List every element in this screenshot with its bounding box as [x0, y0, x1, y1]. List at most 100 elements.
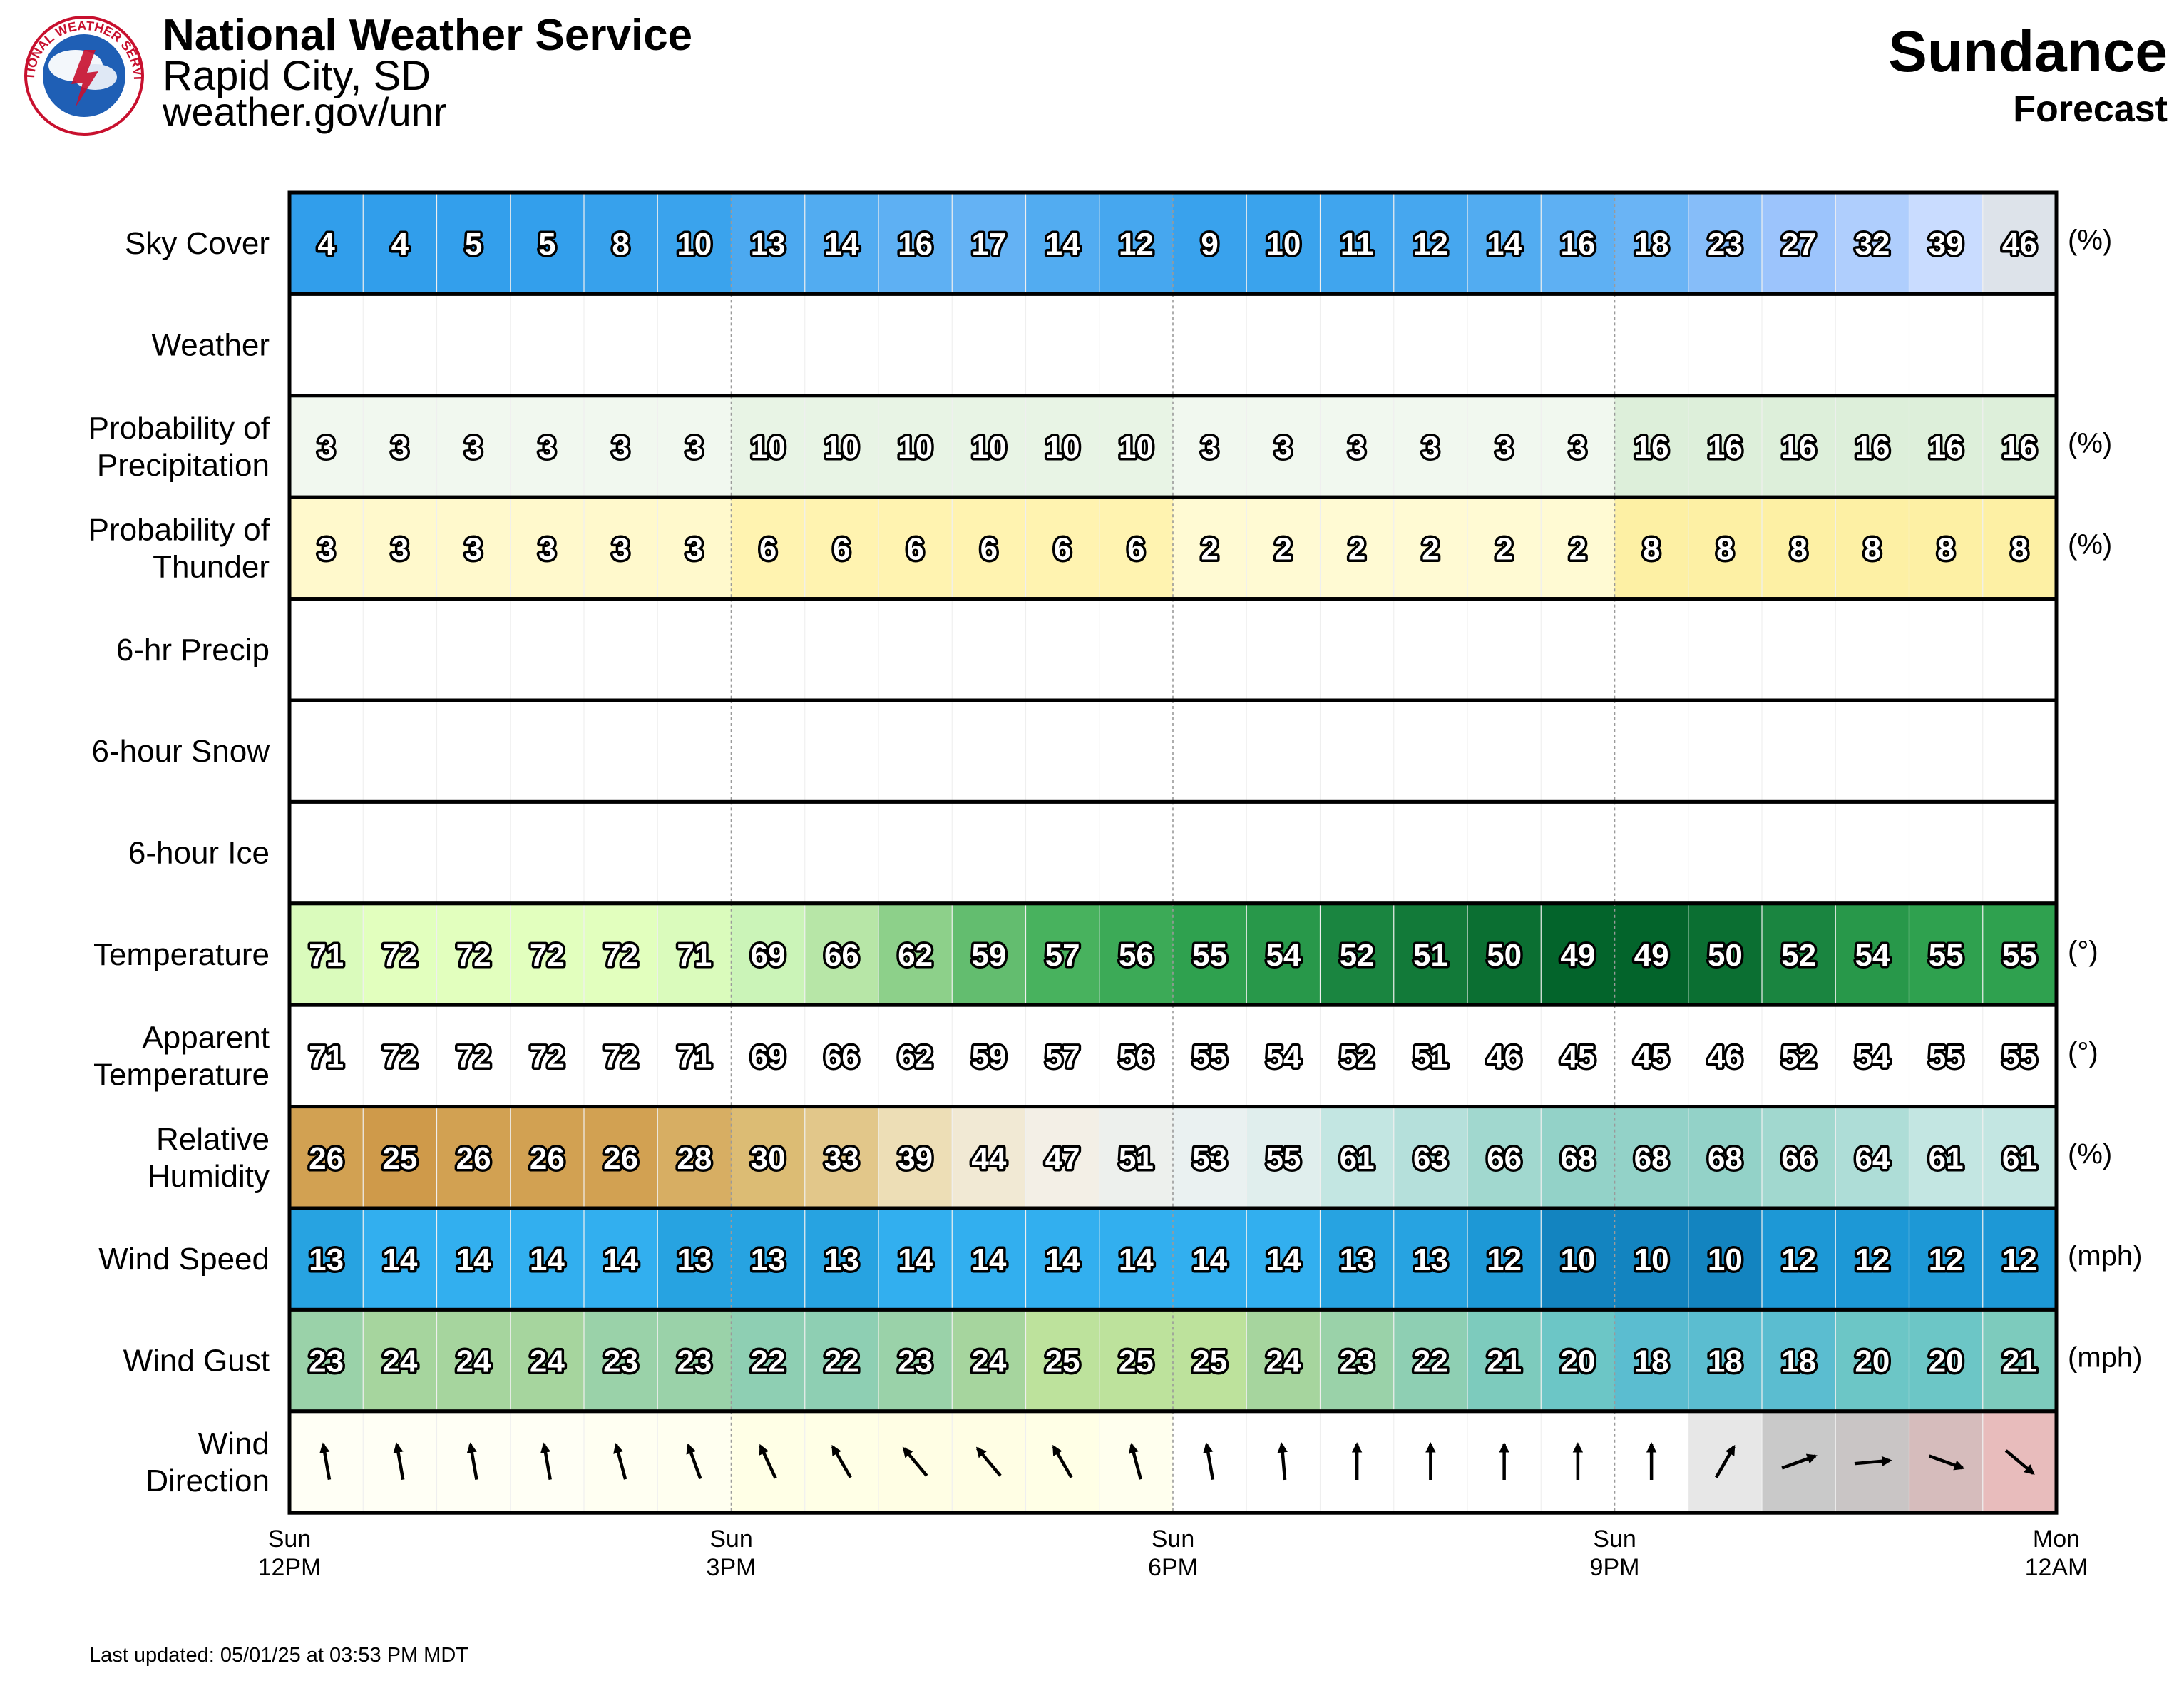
- cell-bg: [363, 395, 438, 498]
- rh-value: 26: [309, 1141, 344, 1176]
- cell-bg: [1688, 700, 1763, 802]
- apparent-value: 71: [309, 1039, 344, 1074]
- apparent-value: 69: [751, 1039, 786, 1074]
- sky-value: 4: [317, 227, 335, 262]
- cell-bg: [952, 193, 1027, 295]
- cell-bg: [1909, 1309, 1984, 1411]
- temp-value: 59: [971, 938, 1006, 973]
- cell-bg: [363, 1208, 438, 1310]
- temp-value: 66: [824, 938, 859, 973]
- wind-arrow: [902, 1446, 928, 1477]
- cell-bg: [1246, 598, 1321, 700]
- cell-bg: [584, 802, 658, 904]
- row-label: Probability of: [88, 411, 270, 446]
- cell-bg: [289, 903, 364, 1006]
- cell-bg: [878, 1005, 953, 1107]
- cell-bg: [289, 193, 364, 295]
- cell-bg: [1320, 193, 1395, 295]
- sky-value: 32: [1855, 227, 1890, 262]
- cell-bg: [878, 395, 953, 498]
- apparent-value: 51: [1413, 1039, 1448, 1074]
- row-label: Apparent: [142, 1020, 270, 1055]
- cell-bg: [1614, 1309, 1689, 1411]
- temp-value: 55: [1929, 938, 1964, 973]
- cell-bg: [1099, 903, 1174, 1006]
- office-url[interactable]: weather.gov/unr: [162, 89, 446, 134]
- apparent-value: 59: [971, 1039, 1006, 1074]
- cell-bg: [436, 802, 511, 904]
- temp-value: 72: [382, 938, 417, 973]
- thunder-value: 2: [1422, 531, 1439, 566]
- cell-bg: [878, 903, 953, 1006]
- cell-bg: [731, 1208, 806, 1310]
- cell-bg: [510, 802, 585, 904]
- cell-bg: [436, 497, 511, 599]
- cell-bg: [952, 294, 1027, 396]
- pop-value: 10: [971, 430, 1006, 465]
- apparent-value: 72: [603, 1039, 638, 1074]
- wspd-value: 14: [1045, 1242, 1080, 1277]
- wspd-value: 10: [1560, 1242, 1595, 1277]
- wspd-value: 14: [603, 1242, 638, 1277]
- pop-value: 10: [751, 430, 786, 465]
- cell-bg: [804, 395, 879, 498]
- wspd-value: 13: [1340, 1242, 1375, 1277]
- cell-bg: [1762, 395, 1836, 498]
- thunder-value: 3: [465, 531, 482, 566]
- gust-value: 21: [1487, 1344, 1522, 1379]
- cell-bg: [1025, 1208, 1100, 1310]
- apparent-value: 72: [382, 1039, 417, 1074]
- temp-value: 72: [603, 938, 638, 973]
- rh-value: 26: [456, 1141, 491, 1176]
- gust-value: 24: [1266, 1344, 1301, 1379]
- cell-bg: [584, 497, 658, 599]
- tick-time: 6PM: [1148, 1554, 1198, 1581]
- cell-bg: [878, 1309, 953, 1411]
- wspd-value: 14: [1266, 1242, 1301, 1277]
- pop-value: 3: [612, 430, 629, 465]
- wind-arrow: [1128, 1443, 1143, 1480]
- cell-bg: [1246, 802, 1321, 904]
- thunder-value: 8: [1643, 531, 1660, 566]
- cell-bg: [1393, 802, 1468, 904]
- row-label: Precipitation: [97, 448, 270, 483]
- thunder-value: 2: [1569, 531, 1586, 566]
- cell-bg: [363, 497, 438, 599]
- row-label: Temperature: [93, 937, 270, 972]
- rh-value: 66: [1487, 1141, 1522, 1176]
- temp-value: 71: [677, 938, 712, 973]
- cell-bg: [1099, 802, 1174, 904]
- cell-bg: [1393, 903, 1468, 1006]
- cell-bg: [1614, 193, 1689, 295]
- row-unit: (%): [2068, 225, 2112, 256]
- apparent-value: 55: [1929, 1039, 1964, 1074]
- cell-bg: [1393, 1208, 1468, 1310]
- cell-bg: [510, 700, 585, 802]
- wspd-value: 12: [1781, 1242, 1816, 1277]
- gust-value: 22: [824, 1344, 859, 1379]
- row-temp: 71 72 72 72 72 71 69 66 62 59 57 56 55 54 52 51 50 49 49 50…: [287, 901, 2059, 1007]
- cell-bg: [1688, 294, 1763, 396]
- cell-bg: [1246, 294, 1321, 396]
- row-rh: 26 25 26 26 26 28 30 33 39 44 47 51 53 55 61 63 66 68 68 68…: [287, 1105, 2059, 1210]
- cell-bg: [1467, 497, 1542, 599]
- cell-bg: [804, 1208, 879, 1310]
- gust-value: 23: [1340, 1344, 1375, 1379]
- cell-bg: [1099, 1106, 1174, 1208]
- cell-bg: [363, 294, 438, 396]
- sky-value: 4: [391, 227, 409, 262]
- cell-bg: [1982, 700, 2057, 802]
- row-units: (%) (%) (%) (°) (°) (%) (mph) (mph): [2068, 225, 2142, 1373]
- thunder-value: 8: [2011, 531, 2028, 566]
- cell-bg: [289, 1106, 364, 1208]
- temp-value: 72: [530, 938, 565, 973]
- cell-bg: [1982, 1005, 2057, 1107]
- cell-bg: [952, 1208, 1027, 1310]
- thunder-value: 6: [1054, 531, 1071, 566]
- cell-bg: [1173, 1106, 1247, 1208]
- cell-bg: [952, 700, 1027, 802]
- cell-bg: [1541, 193, 1616, 295]
- cell-bg: [363, 700, 438, 802]
- pop-value: 3: [1348, 430, 1365, 465]
